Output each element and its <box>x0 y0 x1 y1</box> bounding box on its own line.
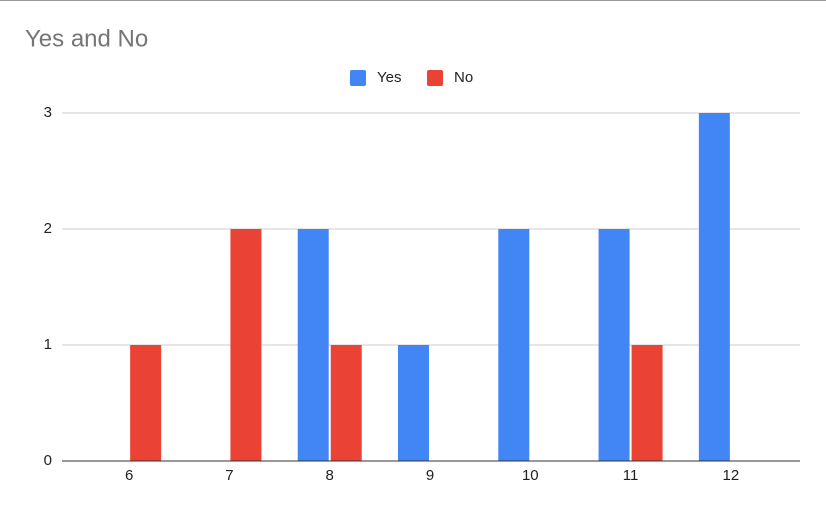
legend-label: No <box>454 69 473 86</box>
x-tick-label: 9 <box>426 467 434 484</box>
y-tick-label: 0 <box>44 452 52 469</box>
x-tick-label: 6 <box>125 467 133 484</box>
x-tick-label: 11 <box>623 467 639 484</box>
bar <box>498 229 530 461</box>
bar <box>330 345 362 461</box>
chart-title: Yes and No <box>25 25 148 52</box>
legend-label: Yes <box>377 69 401 86</box>
bar <box>297 229 329 461</box>
x-tick-label: 7 <box>225 467 233 484</box>
bar <box>230 229 262 461</box>
y-tick-label: 2 <box>44 220 52 237</box>
bar <box>130 345 162 461</box>
y-tick-label: 1 <box>44 336 52 353</box>
bar <box>598 229 630 461</box>
x-tick-label: 10 <box>522 467 539 484</box>
x-tick-label: 12 <box>723 467 740 484</box>
bar <box>398 345 429 461</box>
legend-swatch <box>427 70 443 86</box>
x-tick-label: 8 <box>326 467 334 484</box>
bar <box>631 345 663 461</box>
y-tick-label: 3 <box>44 104 52 121</box>
bar <box>698 113 730 461</box>
legend-swatch <box>350 70 366 86</box>
